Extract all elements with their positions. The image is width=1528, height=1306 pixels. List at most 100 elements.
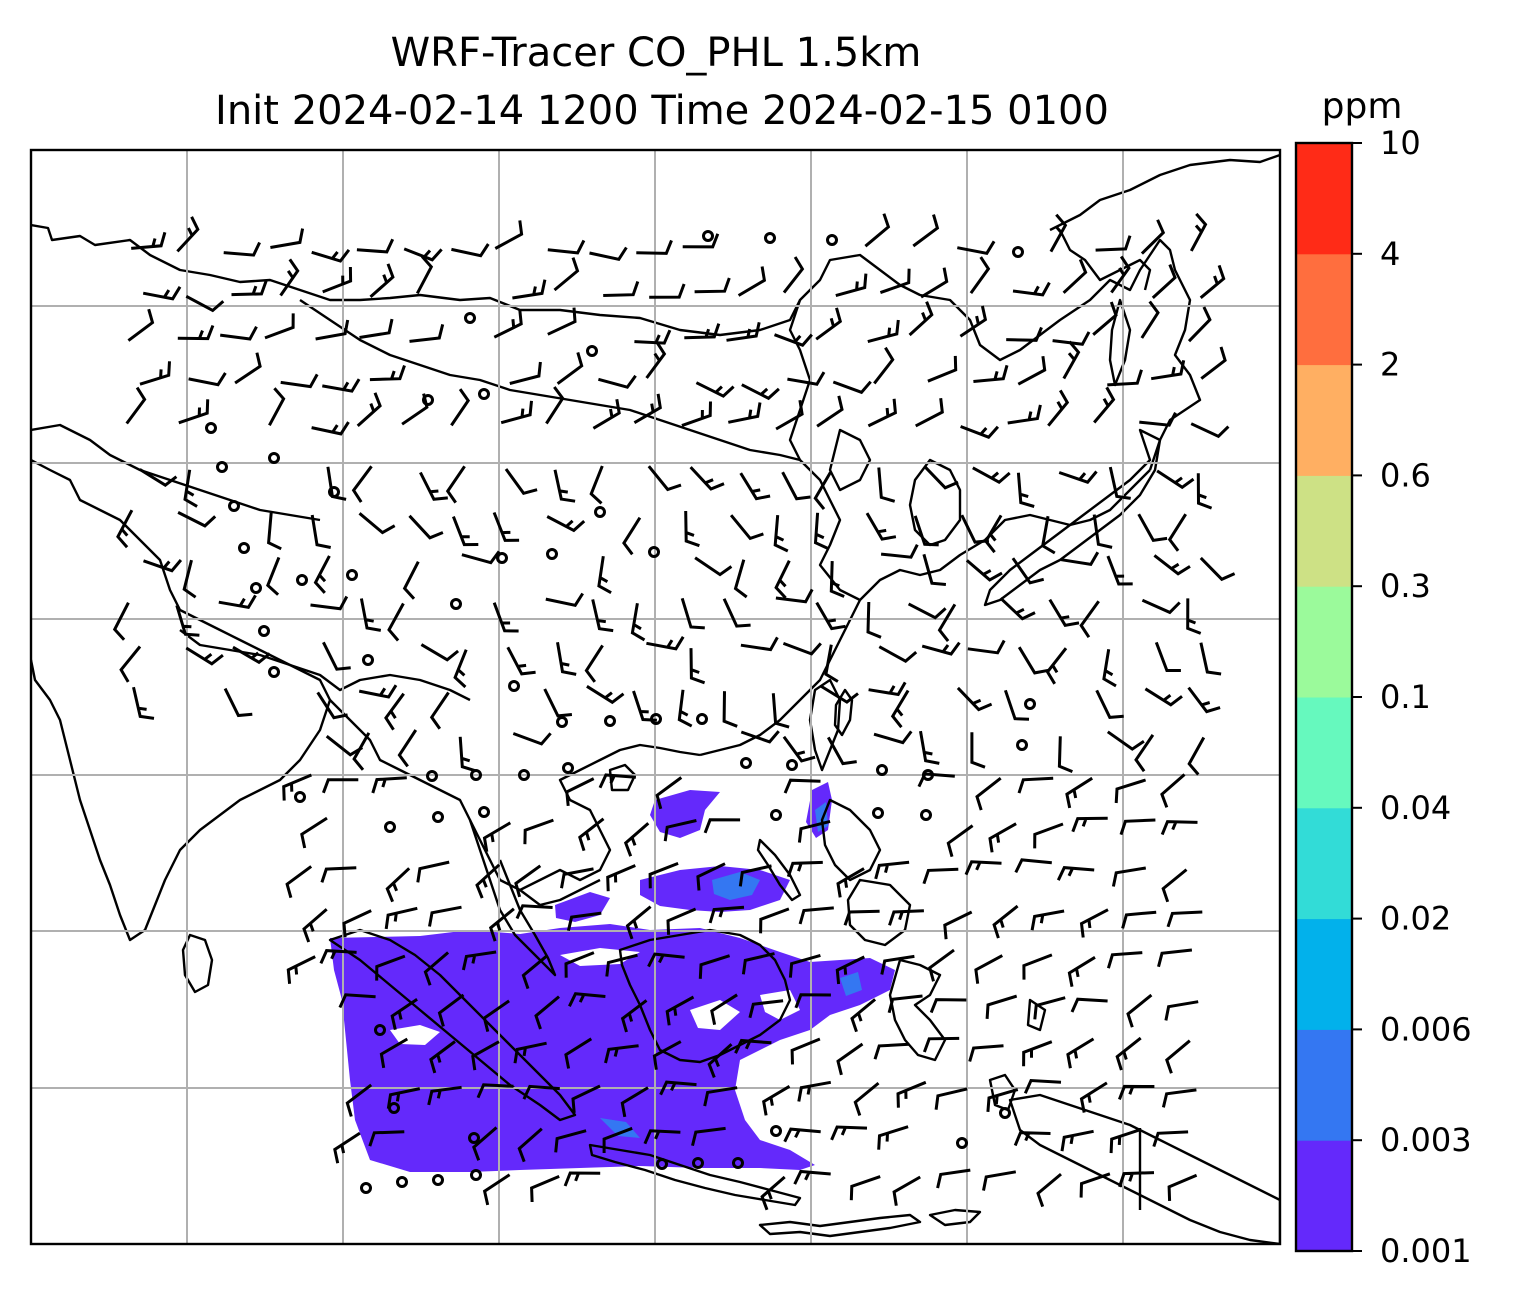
- wind-barb: [342, 909, 372, 938]
- wind-barb: [877, 1125, 909, 1150]
- wind-barb: [322, 378, 361, 393]
- wind-barb: [589, 465, 604, 505]
- wind-barb: [282, 773, 312, 801]
- wind-barb: [813, 512, 829, 550]
- wind-barb: [416, 860, 450, 883]
- wind-barb: [874, 860, 910, 880]
- wind-barb: [565, 777, 595, 807]
- wind-barb: [566, 911, 602, 932]
- wind-barb: [773, 333, 813, 347]
- wind-barb: [1111, 866, 1147, 887]
- wind-barb: [512, 279, 547, 300]
- wind-barb: [461, 550, 501, 565]
- wind-barb: [326, 466, 347, 501]
- wind-barb: [428, 905, 462, 927]
- wind-barb-calm: [562, 762, 574, 774]
- wind-barb: [832, 380, 872, 395]
- wind-barb: [1119, 818, 1156, 836]
- wind-barb: [458, 736, 477, 773]
- wind-barb: [592, 398, 621, 430]
- wind-barb: [1092, 514, 1113, 549]
- wind-barb: [788, 953, 821, 978]
- wind-barb: [1071, 816, 1108, 833]
- wind-barb: [937, 603, 957, 643]
- wind-barb: [781, 471, 811, 501]
- wind-barb: [1166, 910, 1203, 928]
- coast-indochina: [329, 699, 701, 892]
- wind-barb: [543, 688, 573, 718]
- wind-barb: [1079, 600, 1100, 639]
- wind-barb: [369, 365, 406, 382]
- wind-barb: [957, 240, 996, 255]
- wind-barb: [655, 776, 683, 810]
- wind-barb: [960, 425, 1000, 439]
- wind-barb: [545, 592, 584, 607]
- wind-barb: [1017, 776, 1054, 794]
- wind-barb: [739, 472, 771, 501]
- wind-barb-calm: [464, 312, 476, 324]
- wind-barb-calm: [1016, 739, 1028, 751]
- wind-barb: [1144, 687, 1183, 707]
- wind-barb-calm: [205, 422, 217, 434]
- wind-barb: [695, 381, 735, 398]
- wind-barb: [1164, 1000, 1199, 1021]
- wind-barb: [598, 773, 637, 789]
- wind-barb: [1115, 1036, 1142, 1071]
- wind-barb: [420, 643, 460, 662]
- wind-barb: [178, 399, 210, 425]
- wind-barb: [320, 866, 357, 883]
- wind-barb: [741, 383, 780, 401]
- wind-barb: [984, 514, 1003, 554]
- wind-barb: [397, 729, 418, 768]
- plume-higher-core-3: [840, 972, 862, 996]
- wind-barb: [797, 819, 831, 843]
- wind-barb: [1151, 264, 1177, 300]
- wind-barb: [1199, 264, 1226, 299]
- wind-barb: [1016, 472, 1035, 508]
- wind-barb-calm: [294, 791, 306, 803]
- colorbar-tick-label: 0.1: [1380, 678, 1431, 716]
- wind-barb: [177, 324, 215, 341]
- wind-barb: [934, 1087, 968, 1110]
- wind-barb: [471, 1040, 500, 1071]
- wind-barb: [359, 318, 394, 339]
- wind-barb: [313, 555, 331, 594]
- wind-barb: [707, 1043, 733, 1078]
- wind-barb: [1165, 1039, 1191, 1074]
- wind-barb-calm: [518, 769, 530, 781]
- wind-barb: [682, 233, 720, 249]
- wind-barb: [647, 465, 682, 492]
- wind-barb: [112, 602, 130, 641]
- wind-barb: [1187, 306, 1212, 343]
- wind-barb: [969, 256, 991, 294]
- wind-barb: [703, 818, 741, 834]
- wind-barb: [523, 818, 554, 845]
- wind-barb: [578, 817, 605, 852]
- wind-barb: [829, 561, 845, 598]
- wind-barb: [1156, 469, 1195, 490]
- coast-korea: [908, 458, 962, 547]
- colorbar-block: [1296, 586, 1352, 698]
- plume-gap-1: [390, 1025, 440, 1045]
- wind-barb: [782, 641, 822, 656]
- wind-barb: [1030, 909, 1065, 931]
- wind-barb: [401, 393, 429, 426]
- colorbar: ppm 0.001 0.003 0.006 0.02 0.04 0.1 0.3 0.6 2 4 10: [1294, 86, 1472, 1270]
- wind-barb: [790, 1037, 821, 1065]
- wind-barb-calm: [384, 821, 396, 833]
- colorbar-block: [1296, 697, 1352, 809]
- wind-barb: [1139, 412, 1177, 427]
- wind-barb: [185, 294, 225, 313]
- wind-barb: [1033, 996, 1066, 1020]
- wind-barb-calm: [546, 548, 558, 560]
- wind-barb: [665, 995, 695, 1026]
- wind-barb: [1110, 255, 1131, 294]
- wind-barb: [1066, 1037, 1095, 1069]
- wind-barb: [220, 325, 258, 341]
- wind-barb-calm: [216, 461, 228, 473]
- wind-barb: [223, 241, 261, 257]
- wind-barb: [738, 864, 772, 887]
- wind-barb: [740, 730, 780, 744]
- wind-barb: [1003, 689, 1030, 721]
- wind-barb: [605, 953, 638, 977]
